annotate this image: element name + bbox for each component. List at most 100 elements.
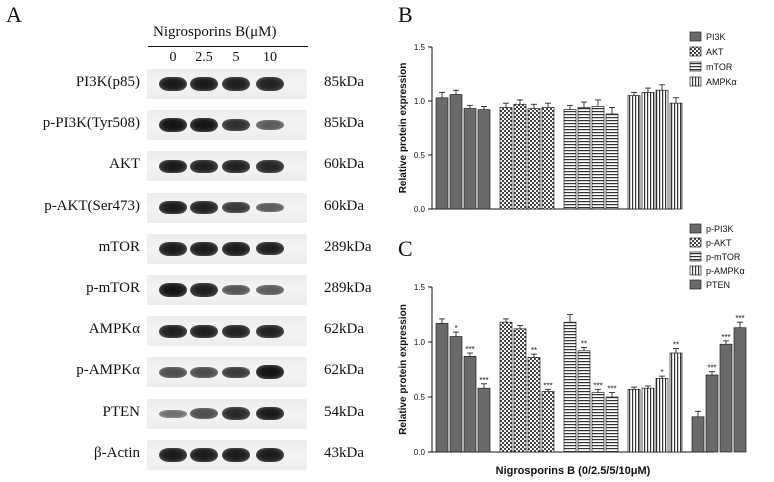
blot-band: [256, 77, 284, 91]
blot-band: [190, 159, 218, 174]
protein-label: p-AKT(Ser473): [44, 197, 140, 214]
blot-band: [190, 283, 218, 297]
blot-band: [159, 409, 187, 418]
bar: [641, 387, 655, 453]
blot-band: [159, 283, 187, 297]
legend-swatch: [689, 279, 702, 290]
lane-label-1: 2.5: [195, 50, 213, 65]
blot-band: [190, 77, 218, 91]
y-tick-label: 1.0: [414, 97, 426, 106]
protein-label: AMPKα: [88, 321, 140, 338]
blot-band: [222, 77, 250, 91]
bar: [463, 108, 477, 210]
bar: [577, 350, 591, 453]
bar: [499, 107, 513, 210]
protein-label: PTEN: [102, 403, 141, 420]
blot-band: [190, 201, 218, 215]
bar: [435, 97, 449, 210]
bar: [669, 102, 683, 210]
bar: [605, 113, 619, 210]
blot-band: [159, 448, 187, 462]
y-tick-label: 0.5: [414, 393, 426, 402]
blot-band: [222, 448, 250, 462]
blot-band: [256, 448, 284, 462]
kda-label: 62kDa: [324, 362, 364, 379]
significance-label: ***: [465, 345, 474, 354]
significance-label: ***: [735, 314, 744, 323]
legend-swatch: [689, 251, 702, 262]
bar: [733, 327, 747, 453]
legend-swatch: [689, 223, 702, 234]
legend-label: PI3K: [706, 32, 726, 42]
bar: [605, 396, 619, 453]
protein-label: PI3K(p85): [75, 74, 140, 90]
blot-band: [222, 119, 250, 132]
blot-band: [256, 285, 284, 295]
lane-label-0: 0: [169, 50, 177, 65]
bar: [563, 109, 577, 210]
y-tick-label: 1.5: [414, 43, 426, 52]
kda-label: 289kDa: [324, 238, 372, 255]
bar: [627, 95, 641, 210]
treatment-label: Nigrosporins B(μM): [153, 24, 277, 40]
legend-label: PTEN: [706, 280, 730, 290]
y-axis-label: Relative protein expression: [398, 63, 409, 194]
significance-label: ***: [543, 381, 552, 390]
blot-band: [190, 242, 218, 256]
bar: [705, 374, 719, 453]
legend-label: p-PI3K: [706, 224, 734, 234]
bar: [477, 387, 491, 453]
significance-label: **: [531, 346, 537, 355]
blot-band: [222, 201, 250, 214]
significance-label: ***: [479, 376, 488, 385]
legend-swatch: [689, 76, 702, 87]
blot-band: [190, 448, 218, 462]
blot-band: [190, 118, 218, 133]
blot-band: [222, 407, 250, 420]
blot-band: [222, 242, 250, 256]
y-tick-label: 0.5: [414, 151, 426, 160]
x-axis-label: Nigrosporins B (0/2.5/5/10μM): [496, 465, 651, 477]
blot-band: [159, 200, 187, 215]
blot-band: [190, 324, 218, 338]
bar: [591, 106, 605, 210]
protein-label: β-Actin: [94, 444, 140, 461]
kda-label: 54kDa: [324, 403, 364, 420]
legend-label: AMPKα: [706, 77, 737, 87]
bar: [541, 391, 555, 453]
protein-label: mTOR: [98, 238, 140, 255]
kda-label: 60kDa: [324, 197, 364, 214]
blot-band: [222, 159, 250, 173]
bar: [655, 89, 669, 210]
bar: [669, 352, 683, 453]
blot-band: [256, 202, 284, 213]
panel-b-letter: B: [398, 2, 413, 27]
bar: [499, 321, 513, 453]
bar: [627, 388, 641, 453]
kda-label: 43kDa: [324, 444, 364, 461]
kda-label: 60kDa: [324, 156, 364, 173]
kda-label: 85kDa: [324, 74, 364, 90]
bar: [449, 94, 463, 210]
legend-label: p-AKT: [706, 238, 732, 248]
bar: [527, 357, 541, 453]
protein-label: p-AMPKα: [76, 362, 140, 379]
protein-label: p-PI3K(Tyr508): [42, 115, 140, 132]
blot-band: [256, 159, 284, 173]
bar: [513, 103, 527, 210]
y-tick-label: 0.0: [414, 205, 426, 214]
protein-label: p-mTOR: [86, 280, 140, 296]
protein-label: AKT: [109, 156, 140, 173]
significance-label: *: [454, 324, 457, 333]
bar: [541, 107, 555, 210]
legend-label: p-AMPKα: [706, 266, 745, 276]
kda-label: 85kDa: [324, 115, 364, 132]
bar: [513, 328, 527, 453]
legend-label: AKT: [706, 47, 724, 57]
kda-label: 289kDa: [324, 280, 372, 296]
blot-band: [159, 242, 187, 256]
significance-label: ***: [721, 333, 730, 342]
significance-label: *: [660, 368, 663, 377]
significance-label: **: [581, 340, 587, 349]
legend-label: mTOR: [706, 62, 733, 72]
